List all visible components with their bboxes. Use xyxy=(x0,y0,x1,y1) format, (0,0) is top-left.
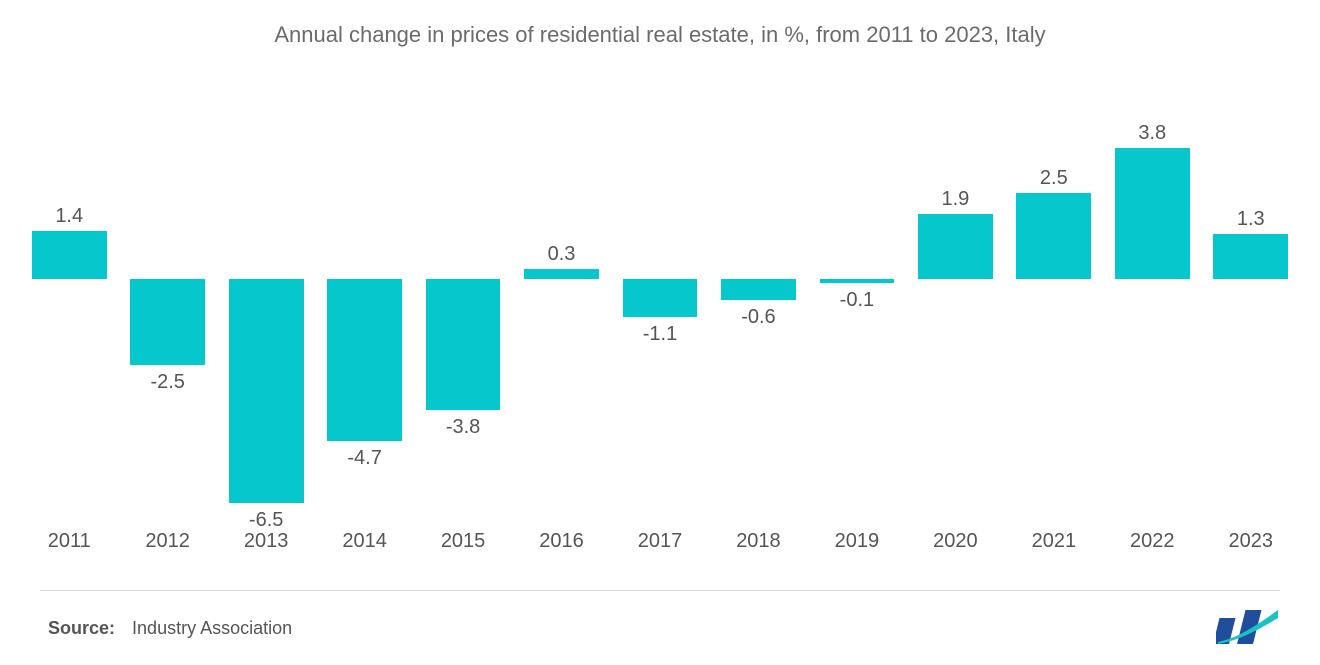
bar-slot: -0.6 xyxy=(709,90,807,520)
bar xyxy=(1016,193,1091,279)
bar xyxy=(918,214,993,279)
value-label: -0.1 xyxy=(808,289,906,312)
x-axis-label: 2012 xyxy=(118,530,216,553)
bar-slot: -4.7 xyxy=(315,90,413,520)
value-label: 2.5 xyxy=(1005,167,1103,190)
bar xyxy=(426,279,501,410)
x-axis-label: 2013 xyxy=(217,530,315,553)
chart-title: Annual change in prices of residential r… xyxy=(0,0,1320,58)
value-label: 1.3 xyxy=(1202,208,1300,231)
x-axis-label: 2014 xyxy=(315,530,413,553)
x-axis-label: 2016 xyxy=(512,530,610,553)
x-axis-label: 2018 xyxy=(709,530,807,553)
bar xyxy=(229,279,304,503)
x-axis-label: 2023 xyxy=(1202,530,1300,553)
bar-slot: 1.3 xyxy=(1202,90,1300,520)
value-label: -3.8 xyxy=(414,416,512,439)
x-axis-label: 2020 xyxy=(906,530,1004,553)
bar xyxy=(32,231,107,279)
bar-slot: 1.4 xyxy=(20,90,118,520)
value-label: 0.3 xyxy=(512,243,610,266)
bar xyxy=(524,269,599,279)
bar-slot: 2.5 xyxy=(1005,90,1103,520)
bar-slot: 0.3 xyxy=(512,90,610,520)
value-label: 1.9 xyxy=(906,188,1004,211)
value-label: 3.8 xyxy=(1103,122,1201,145)
x-axis-label: 2019 xyxy=(808,530,906,553)
chart-plot-area: 1.4 -2.5-6.5-4.7-3.8 0.3 -1.1-0.6-0.1 1.92.5… xyxy=(20,90,1300,520)
bar xyxy=(721,279,796,300)
value-label: 1.4 xyxy=(20,205,118,228)
brand-logo-icon xyxy=(1216,608,1280,644)
x-axis-label: 2017 xyxy=(611,530,709,553)
bar xyxy=(130,279,205,365)
bar-slot: -1.1 xyxy=(611,90,709,520)
value-label: -6.5 xyxy=(217,509,315,532)
value-label: -4.7 xyxy=(315,447,413,470)
bar-slot: -0.1 xyxy=(808,90,906,520)
source-attribution: Source: Industry Association xyxy=(48,618,292,639)
x-axis-label: 2021 xyxy=(1005,530,1103,553)
bar xyxy=(1213,234,1288,279)
x-axis-label: 2022 xyxy=(1103,530,1201,553)
bar-slot: 1.9 xyxy=(906,90,1004,520)
bar xyxy=(820,279,895,282)
x-axis-label: 2011 xyxy=(20,530,118,553)
value-label: -2.5 xyxy=(118,371,216,394)
x-axis: 2011201220132014201520162017201820192020… xyxy=(20,530,1300,560)
source-label: Source: xyxy=(48,618,115,638)
bar xyxy=(327,279,402,441)
bar xyxy=(1115,148,1190,279)
bar-slot: -2.5 xyxy=(118,90,216,520)
bar-slot: -3.8 xyxy=(414,90,512,520)
bar-slot: -6.5 xyxy=(217,90,315,520)
source-value: Industry Association xyxy=(132,618,292,638)
value-label: -1.1 xyxy=(611,323,709,346)
bar xyxy=(623,279,698,317)
bar-slot: 3.8 xyxy=(1103,90,1201,520)
value-label: -0.6 xyxy=(709,306,807,329)
x-axis-label: 2015 xyxy=(414,530,512,553)
footer-divider xyxy=(40,590,1280,591)
